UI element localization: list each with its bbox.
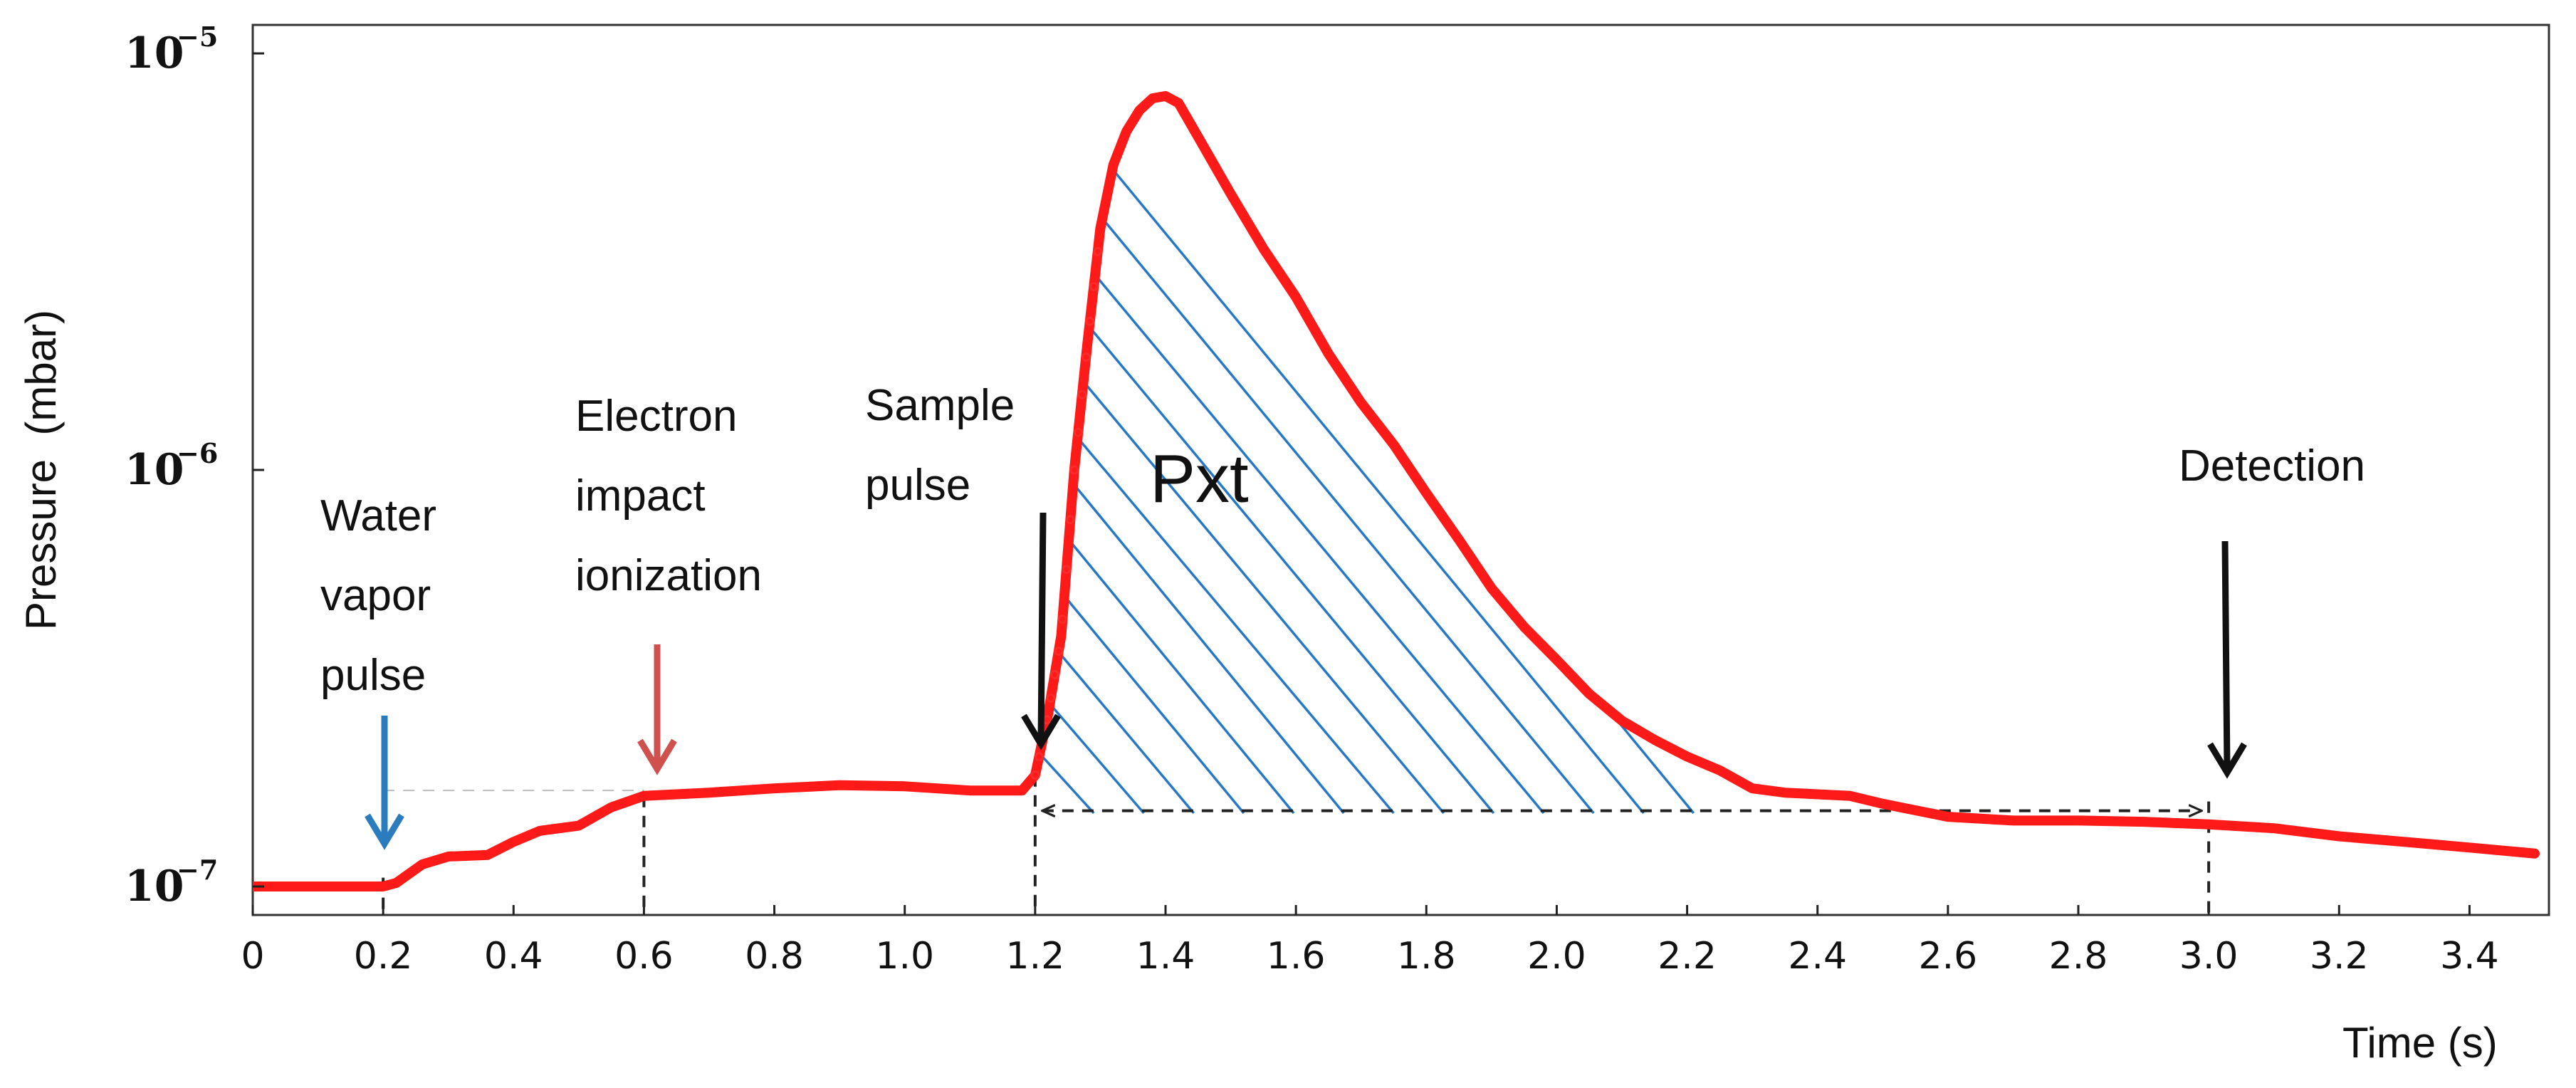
data-point [1089,281,1099,291]
sample-pulse-label: Sample [865,381,1015,430]
y-tick-exponent: −5 [177,21,218,53]
detection-arrow [2221,540,2231,769]
x-tick-label: 1.2 [1006,935,1065,978]
hatch-line [1111,168,1645,815]
x-tick-label: 1.0 [875,935,934,978]
x-axis: 0 0.2 0.4 0.6 0.8 1.0 1.2 1.4 1.6 1.8 2.0 2.2 2.4 2.6… [241,905,2499,978]
data-point [1062,565,1072,575]
hatch-line [1082,380,1445,815]
x-tick-label: 3.4 [2440,935,2499,978]
data-point [1065,515,1075,525]
y-tick-label: 10 [125,445,184,495]
pxt-label: Pxt [1150,441,1249,517]
y-tick-exponent: −6 [177,437,218,469]
hatch-line [1057,651,1195,815]
data-point [1069,465,1079,475]
pressure-series [253,90,2540,891]
x-tick-label: 2.8 [2049,935,2108,978]
detection-label: Detection [2179,441,2365,491]
water-vapor-arrowhead [365,813,404,850]
x-tick-label: 0.2 [354,935,413,978]
y-tick-label: 10 [125,28,184,78]
data-point [1049,670,1059,679]
y-axis: 10−710−610−5 [125,21,264,911]
data-point [1077,389,1087,399]
hatch-line [1067,538,1295,815]
hatch-line [1088,325,1495,815]
electron-impact-label: Electron [575,392,737,441]
data-point [1057,614,1067,624]
hatch-line [1077,436,1395,815]
hatch-line [1094,273,1545,815]
y-axis-title: Pressure (mbar) [17,310,65,630]
x-tick-label: 0.6 [614,935,674,978]
hatch-line [1101,217,1595,815]
x-tick-label: 1.6 [1267,935,1326,978]
x-tick-label: 1.4 [1136,935,1195,978]
x-tick-label: 2.4 [1788,935,1847,978]
pressure-line [253,90,2540,891]
data-point [1054,647,1064,657]
electron-impact-arrowhead [637,738,677,775]
x-tick-label: 2.2 [1658,935,1717,978]
water-vapor-label: vapor [320,571,431,620]
water-vapor-label: Water [320,491,436,540]
x-tick-label: 2.0 [1527,935,1586,978]
x-tick-label: 3.0 [2179,935,2239,978]
annotations: Water vapor pulse Electron impact ionization S… [320,381,2365,850]
electron-impact-label: impact [575,471,706,521]
sample-pulse-label: pulse [865,461,970,510]
data-point [1073,427,1083,437]
data-point [1085,316,1095,326]
x-axis-title: Time (s) [2342,1019,2498,1067]
hatch-line [1063,595,1245,815]
x-tick-label: 1.8 [1397,935,1456,978]
data-point [1034,752,1044,762]
x-tick-label: 0 [241,935,264,978]
electron-impact-label: ionization [575,551,762,600]
x-tick-label: 0.4 [484,935,543,978]
data-point [1030,770,1040,780]
y-tick-exponent: −7 [177,854,218,886]
hatch-line [1039,753,1095,815]
hatch-line [1049,703,1145,815]
x-tick-label: 2.6 [1919,935,1978,978]
sample-pulse-arrow [1037,512,1047,741]
sample-pulse-arrowhead [1021,713,1061,750]
data-point [1081,352,1091,362]
water-vapor-label: pulse [320,651,426,700]
x-tick-label: 0.8 [745,935,804,978]
x-tick-label: 3.2 [2310,935,2369,978]
pxt-hatched-area [1039,168,1695,815]
hatch-line [1072,482,1345,815]
data-point [1093,246,1103,256]
data-point [1046,693,1056,703]
y-tick-label: 10 [125,862,184,911]
detection-arrowhead [2207,742,2247,779]
